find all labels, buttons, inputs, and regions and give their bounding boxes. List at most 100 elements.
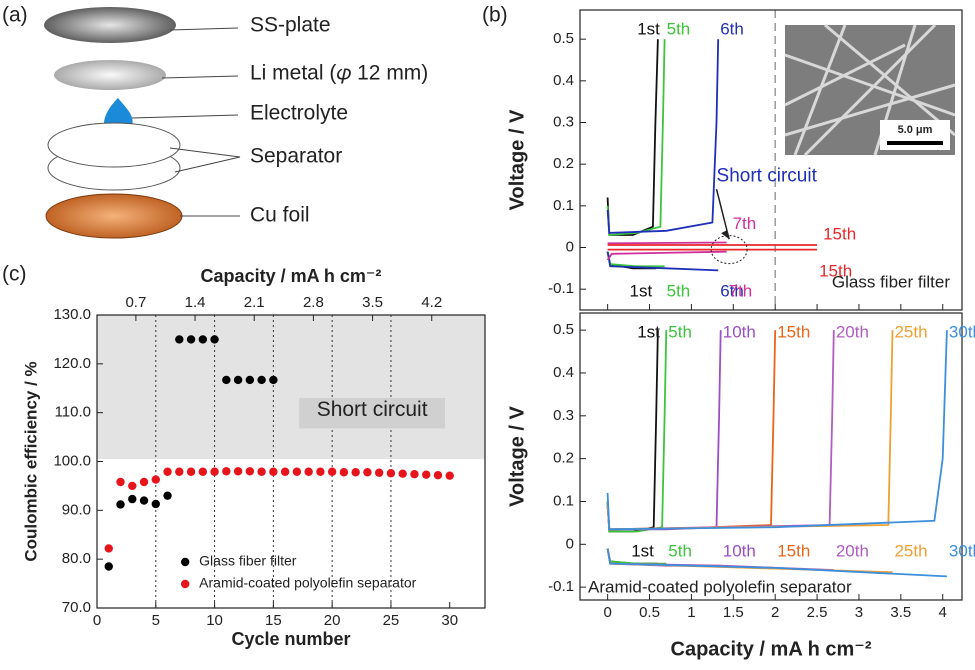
point: [175, 467, 184, 476]
arrow-head: [721, 230, 730, 240]
chart: -0.1 0 0.1 0.2 0.3 0.4 0.5 Voltage / V 1st 1st 5th…: [506, 9, 963, 311]
annotation: Aramid-coated polyolefin separator: [588, 577, 852, 596]
legend-marker: [180, 579, 190, 589]
ss-plate: [44, 7, 176, 43]
x-tick-label: 1.5: [723, 604, 744, 621]
diagram-label: Electrolyte: [250, 102, 348, 125]
y-tick-label: 0: [566, 535, 574, 552]
chart: -0.1 0 0.1 0.2 0.3 0.4 0.5 0 0.5 1 1.5 2 2.5 3 3.5 4 Cap…: [506, 312, 975, 660]
leader-line: [161, 75, 239, 79]
point: [116, 500, 125, 509]
point: [316, 467, 325, 476]
x-tick-label: 4: [939, 604, 947, 621]
legend-marker: [180, 557, 190, 567]
curve-label: 7th: [733, 214, 757, 233]
point: [163, 491, 172, 500]
annotation: Short circuit: [317, 398, 428, 421]
point: [410, 469, 419, 479]
leader-line: [169, 147, 241, 173]
point: [175, 335, 184, 344]
panel-label: (a): [2, 4, 28, 27]
point: [386, 469, 396, 478]
point: [139, 477, 149, 487]
point: [269, 467, 278, 476]
curve-label: 10th: [723, 541, 756, 560]
x-tick-label: 5: [152, 612, 160, 629]
x-tick-label: 20: [324, 612, 341, 629]
curve-label: 6th: [720, 19, 744, 38]
x-tick-label: 3: [855, 604, 863, 621]
curve-label: 10th: [723, 322, 756, 341]
x2-tick-label: 2.1: [244, 294, 265, 311]
curve-label: 1st: [637, 19, 660, 38]
x2-tick-label: 3.5: [362, 294, 383, 311]
fiber: [784, 83, 956, 137]
point: [151, 499, 160, 509]
curve-label: 25th: [894, 541, 927, 560]
y-tick-label: -0.1: [548, 280, 574, 297]
plot-frame: [96, 314, 486, 609]
curve-label: 30th: [949, 541, 975, 560]
x2-tick-label: 1.4: [185, 294, 206, 311]
annotation: Short circuit: [717, 166, 818, 187]
fiber: [784, 43, 906, 107]
fiber: [793, 24, 847, 156]
curve-label: 5th: [667, 19, 691, 38]
point: [186, 467, 196, 476]
point: [398, 469, 407, 478]
point: [198, 467, 208, 476]
point: [327, 467, 337, 476]
x-tick-label: 1: [687, 604, 695, 621]
point: [128, 481, 137, 491]
point: [245, 467, 255, 476]
x-tick-label: 0: [603, 604, 611, 621]
curve-label: 6th: [720, 281, 744, 300]
point: [445, 471, 454, 480]
legend-label: Glass fiber filter: [199, 553, 297, 569]
separator: [47, 122, 181, 168]
y-tick-label: 110.0: [55, 404, 91, 421]
curve-label: 25th: [894, 322, 927, 341]
x-axis-title: Capacity / mA h cm⁻²: [671, 638, 872, 660]
point: [104, 544, 113, 553]
point: [151, 475, 160, 484]
y-tick-label: 70.0: [62, 599, 91, 616]
y-axis-title: Voltage / V: [506, 109, 528, 210]
plot-area: [606, 39, 818, 272]
curve-label: 15th: [819, 261, 852, 280]
x-tick-label: 2: [771, 604, 779, 621]
y-tick-label: 0.5: [553, 321, 574, 338]
point: [210, 335, 219, 344]
x-tick-label: 30: [441, 612, 458, 629]
y-tick-label: 80.0: [62, 550, 91, 567]
diagram-label: SS-plate: [250, 14, 331, 37]
point: [351, 468, 360, 477]
plot-area: [606, 330, 948, 578]
panel-label: (c): [2, 263, 27, 286]
point: [222, 467, 231, 476]
curve-label: 15th: [777, 322, 810, 341]
curve-label: 1st: [630, 281, 653, 300]
y-tick-label: 100.0: [53, 452, 91, 469]
x2-tick-label: 4.2: [421, 294, 442, 311]
y-tick-label: 130.0: [53, 306, 91, 323]
curve: [606, 330, 948, 578]
y-tick-label: 0.5: [553, 30, 574, 47]
curve-label: 1st: [637, 322, 660, 341]
x2-tick-label: 2.8: [303, 294, 324, 311]
curve-label: 30th: [949, 322, 975, 341]
shaded-region: [97, 315, 485, 460]
curve-label: 15th: [823, 224, 856, 243]
x-tick-label: 0: [93, 612, 101, 629]
plot-frame: [579, 9, 963, 311]
point: [280, 467, 290, 476]
x-tick-label: 0.5: [639, 604, 660, 621]
x2-tick-label: 0.7: [125, 294, 146, 311]
leader-line: [169, 27, 239, 31]
curve: [607, 244, 818, 251]
diagram-label: Li metal (𝜑 12 mm): [250, 62, 428, 85]
li-metal: [54, 60, 166, 90]
point: [116, 477, 125, 487]
fiber: [784, 53, 956, 117]
